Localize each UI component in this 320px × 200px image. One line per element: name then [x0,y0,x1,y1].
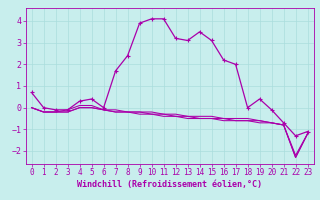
X-axis label: Windchill (Refroidissement éolien,°C): Windchill (Refroidissement éolien,°C) [77,180,262,189]
